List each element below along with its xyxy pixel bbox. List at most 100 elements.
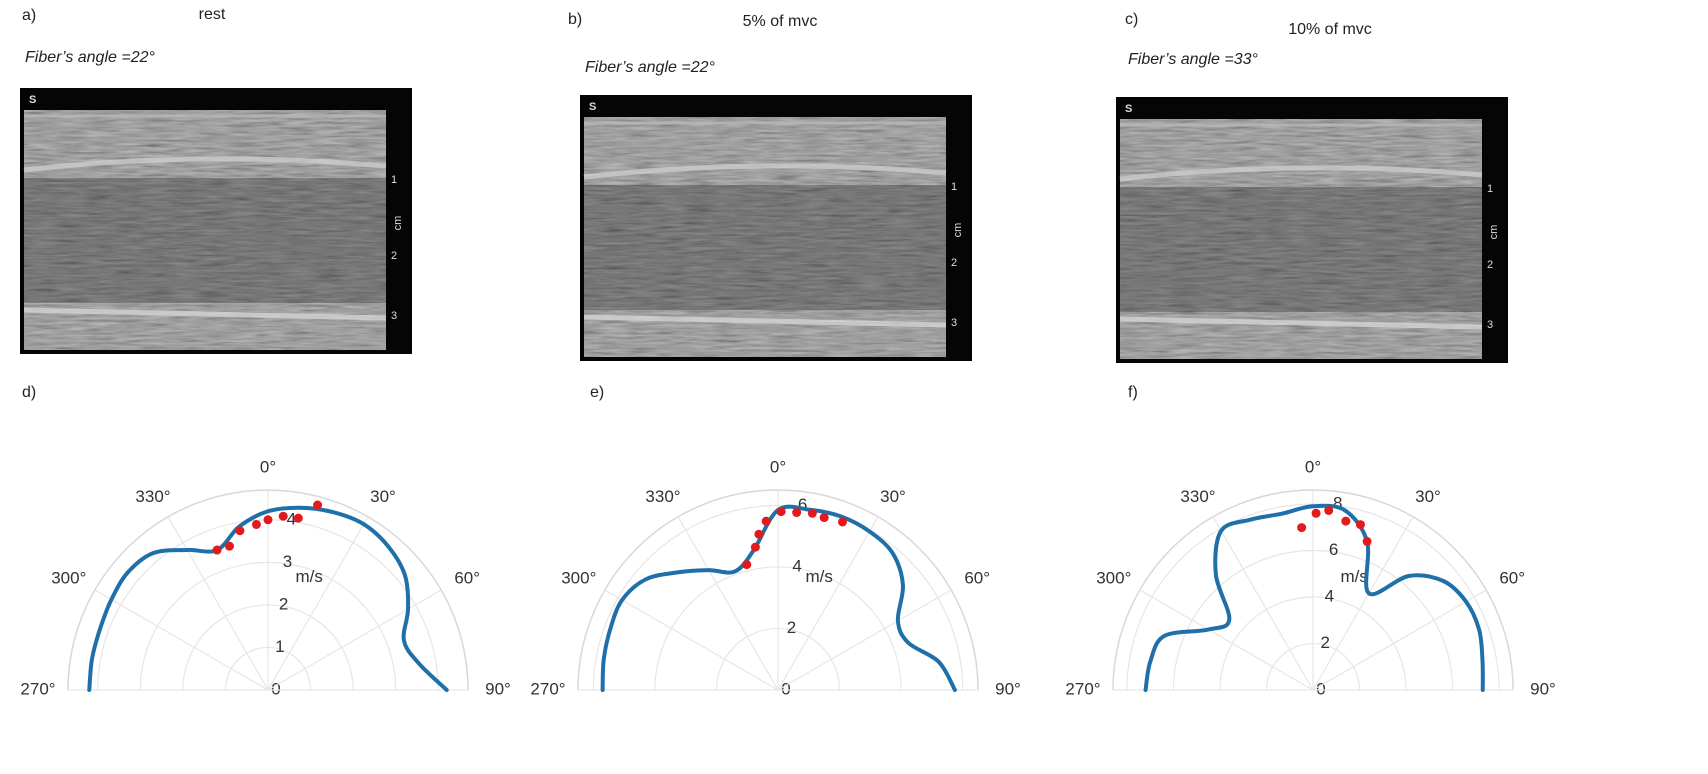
- condition-title: 10% of mvc: [1288, 21, 1372, 38]
- theta-tick-label: 330°: [135, 487, 170, 506]
- theta-tick-label: 270°: [20, 679, 55, 698]
- measured-point: [279, 512, 288, 521]
- theta-grid: [268, 590, 441, 690]
- measured-point: [1341, 517, 1350, 526]
- image-corner: S: [1125, 103, 1132, 115]
- panel-label: d): [22, 384, 36, 401]
- depth-tick: 3: [1487, 319, 1493, 331]
- depth-tick: 2: [391, 250, 397, 262]
- measured-point: [838, 517, 847, 526]
- depth-tick: 1: [1487, 183, 1493, 195]
- measured-point: [294, 514, 303, 523]
- theta-grid: [605, 590, 778, 690]
- theta-tick-label: 30°: [370, 487, 396, 506]
- theta-grid: [1313, 590, 1486, 690]
- theta-tick-label: 0°: [770, 457, 786, 476]
- measured-point: [313, 501, 322, 510]
- measured-point: [225, 542, 234, 551]
- measured-point: [264, 515, 273, 524]
- r-axis-label: m/s: [1340, 567, 1367, 586]
- theta-grid: [168, 517, 268, 690]
- fiber-angle: Fiber’s angle =22°: [25, 49, 155, 66]
- r-tick-label: 4: [1325, 586, 1334, 605]
- theta-tick-label: 30°: [1415, 487, 1441, 506]
- theta-tick-label: 60°: [1499, 568, 1525, 587]
- theta-tick-label: 0°: [260, 457, 276, 476]
- r-tick-label: 6: [1329, 540, 1338, 559]
- velocity-curve: [603, 507, 955, 690]
- fiber-angle: Fiber’s angle =33°: [1128, 51, 1258, 68]
- measured-point: [754, 530, 763, 539]
- fiber-angle: Fiber’s angle =22°: [585, 59, 715, 76]
- measured-point: [777, 507, 786, 516]
- measured-point: [252, 520, 261, 529]
- r-tick-label: 2: [279, 594, 288, 613]
- theta-tick-label: 60°: [964, 568, 990, 587]
- panel-label: f): [1128, 384, 1138, 401]
- muscle-dark: [584, 185, 946, 310]
- measured-point: [808, 509, 817, 518]
- r-tick-label: 4: [792, 556, 801, 575]
- ultrasound-image: S 1 2 3 cm: [580, 95, 972, 361]
- theta-tick-label: 330°: [1180, 487, 1215, 506]
- depth-unit: cm: [1488, 225, 1500, 240]
- ultrasound-image: S 1 2 3 cm: [1116, 97, 1508, 363]
- image-corner: S: [589, 101, 596, 113]
- theta-tick-label: 90°: [1530, 679, 1556, 698]
- panel-label: a): [22, 7, 36, 24]
- depth-tick: 1: [391, 174, 397, 186]
- theta-grid: [678, 517, 778, 690]
- r-tick-label: 3: [283, 552, 292, 571]
- figure: a) rest Fiber’s angle =22° S 1 2 3 cm b) 5% of mv…: [0, 0, 1708, 774]
- theta-tick-label: 90°: [485, 679, 511, 698]
- muscle-dark: [1120, 187, 1482, 312]
- ultrasound-image: S 1 2 3 cm: [20, 88, 412, 354]
- depth-tick: 3: [391, 310, 397, 322]
- measured-point: [751, 543, 760, 552]
- measured-point: [213, 546, 222, 555]
- depth-tick: 2: [951, 257, 957, 269]
- r-tick-label: 2: [1320, 633, 1329, 652]
- theta-grid: [778, 590, 951, 690]
- theta-tick-label: 90°: [995, 679, 1021, 698]
- r-tick-label: 1: [275, 637, 284, 656]
- theta-grid: [1213, 517, 1313, 690]
- measured-point: [820, 513, 829, 522]
- condition-title: rest: [199, 6, 226, 23]
- image-corner: S: [29, 94, 36, 106]
- theta-grid: [778, 517, 878, 690]
- measured-point: [1356, 520, 1365, 529]
- measured-point: [762, 517, 771, 526]
- r-axis-label: m/s: [295, 567, 322, 586]
- theta-tick-label: 330°: [645, 487, 680, 506]
- theta-tick-label: 300°: [51, 568, 86, 587]
- theta-tick-label: 300°: [1096, 568, 1131, 587]
- theta-grid: [95, 590, 268, 690]
- measured-point: [1363, 537, 1372, 546]
- depth-tick: 1: [951, 181, 957, 193]
- theta-tick-label: 300°: [561, 568, 596, 587]
- r-axis-label: m/s: [805, 567, 832, 586]
- theta-tick-label: 60°: [454, 568, 480, 587]
- depth-tick: 2: [1487, 259, 1493, 271]
- panel-label: e): [590, 384, 604, 401]
- measured-point: [235, 526, 244, 535]
- muscle-dark: [24, 178, 386, 303]
- depth-tick: 3: [951, 317, 957, 329]
- depth-unit: cm: [952, 223, 964, 238]
- measured-point: [792, 508, 801, 517]
- measured-point: [1324, 506, 1333, 515]
- measured-point: [1312, 509, 1321, 518]
- depth-unit: cm: [392, 216, 404, 231]
- measured-point: [1297, 523, 1306, 532]
- panel-label: b): [568, 11, 582, 28]
- theta-tick-label: 0°: [1305, 457, 1321, 476]
- r-tick-label: 2: [787, 618, 796, 637]
- theta-tick-label: 30°: [880, 487, 906, 506]
- measured-point: [742, 560, 751, 569]
- condition-title: 5% of mvc: [743, 13, 818, 30]
- velocity-curve: [1146, 506, 1483, 690]
- theta-tick-label: 270°: [530, 679, 565, 698]
- panel-label: c): [1125, 11, 1138, 28]
- theta-tick-label: 270°: [1065, 679, 1100, 698]
